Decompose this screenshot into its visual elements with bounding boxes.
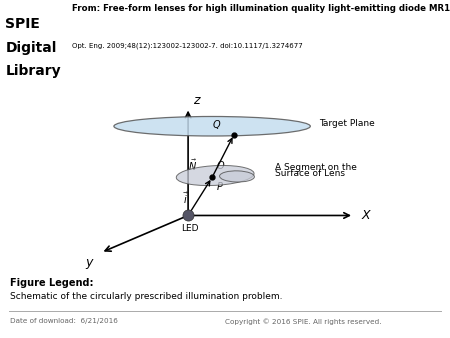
Text: From: Free-form lenses for high illumination quality light-emitting diode MR16 l: From: Free-form lenses for high illumina… (72, 4, 450, 13)
Text: Figure Legend:: Figure Legend: (10, 278, 94, 288)
Text: $y$: $y$ (85, 257, 95, 271)
Text: Digital: Digital (5, 41, 57, 55)
Text: $P$: $P$ (216, 180, 225, 192)
Ellipse shape (220, 171, 254, 182)
Text: $O$: $O$ (216, 160, 225, 171)
Text: $z$: $z$ (194, 94, 202, 107)
Text: $\vec{N}$: $\vec{N}$ (188, 158, 197, 173)
Text: A Segment on the: A Segment on the (275, 163, 357, 172)
Text: $X$: $X$ (360, 209, 372, 222)
Text: $Q$: $Q$ (212, 118, 222, 130)
Text: Target Plane: Target Plane (319, 119, 375, 128)
Text: LED: LED (181, 224, 199, 233)
Text: Copyright © 2016 SPIE. All rights reserved.: Copyright © 2016 SPIE. All rights reserv… (225, 318, 382, 324)
Text: Schematic of the circularly prescribed illumination problem.: Schematic of the circularly prescribed i… (10, 292, 283, 301)
Text: Opt. Eng. 2009;48(12):123002-123002-7. doi:10.1117/1.3274677: Opt. Eng. 2009;48(12):123002-123002-7. d… (72, 43, 303, 49)
Ellipse shape (114, 117, 310, 136)
Text: $\vec{i}$: $\vec{i}$ (183, 191, 189, 206)
Text: Date of download:  6/21/2016: Date of download: 6/21/2016 (10, 318, 118, 324)
Text: Surface of Lens: Surface of Lens (275, 169, 346, 178)
Text: Library: Library (5, 64, 61, 78)
Text: SPIE: SPIE (5, 17, 40, 31)
Ellipse shape (176, 166, 254, 186)
